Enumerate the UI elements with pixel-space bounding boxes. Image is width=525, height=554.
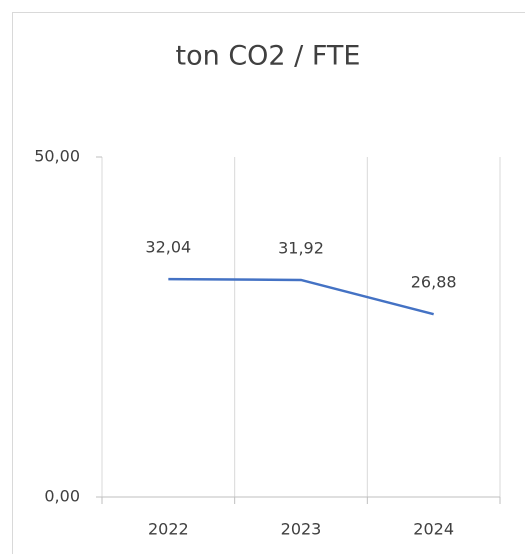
data-label: 26,88 <box>411 273 457 292</box>
chart-title: ton CO2 / FTE <box>176 41 361 72</box>
chart-border <box>12 12 525 554</box>
data-line <box>168 277 434 316</box>
x-tick-label: 2024 <box>413 520 454 539</box>
x-tick-label: 2023 <box>281 520 322 539</box>
x-tick-label: 2022 <box>148 520 189 539</box>
y-tick-label: 50,00 <box>34 147 80 166</box>
y-tick-label: 0,00 <box>44 487 80 506</box>
data-label: 32,04 <box>145 238 191 257</box>
data-label: 31,92 <box>278 238 324 257</box>
